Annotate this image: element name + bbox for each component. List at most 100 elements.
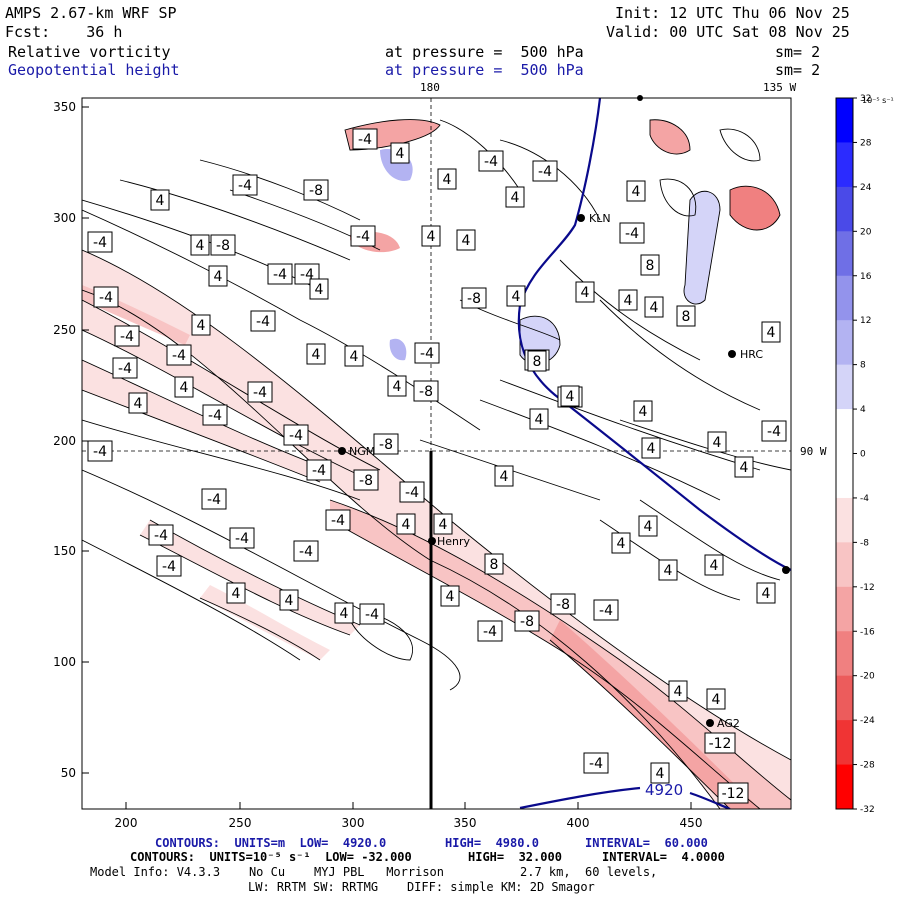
contour-label-box — [267, 263, 293, 285]
contour-label-box — [440, 585, 460, 607]
contour-label-box — [201, 488, 227, 510]
contour-label-box — [191, 314, 211, 336]
contour-label-box — [150, 189, 170, 211]
contour-label: -4 — [365, 607, 379, 623]
field2-smoothing: sm= 2 — [775, 61, 821, 79]
colorbar-tick-label: 8 — [860, 361, 866, 371]
footer-height-interval: INTERVAL= 60.000 — [585, 836, 708, 850]
contour-label-box — [396, 513, 416, 535]
y-tick-label: 350 — [53, 100, 76, 114]
contour-label-box — [114, 325, 140, 347]
contour-label: 4 — [650, 300, 659, 316]
contour-label: 8 — [682, 309, 691, 325]
colorbar-segment — [836, 720, 853, 766]
contour-label-box — [717, 782, 749, 804]
contour-label-box — [156, 555, 182, 577]
contour-label-box — [229, 527, 255, 549]
vorticity-shading — [82, 119, 791, 809]
contour-label-box — [761, 321, 781, 343]
forecast-hour: Fcst: 36 h — [5, 23, 123, 41]
colorbar-segment — [836, 320, 853, 366]
contour-label: -4 — [538, 164, 552, 180]
contour-label: 4 — [446, 589, 455, 605]
contour-label-box — [325, 509, 351, 531]
x-tick-label: 450 — [680, 816, 703, 830]
contour-label: -4 — [405, 485, 419, 501]
contour-label-box — [560, 385, 580, 407]
colorbar-tick-label: -24 — [860, 716, 875, 726]
contour-label: -4 — [256, 314, 270, 330]
contour-label: 8 — [533, 354, 542, 370]
colorbar-segment — [836, 142, 853, 188]
contour-label-box — [461, 287, 487, 309]
contour-label: -4 — [273, 267, 287, 283]
contour-label-box — [128, 392, 148, 414]
y-tick-label: 250 — [53, 323, 76, 337]
contour-label: -4 — [358, 132, 372, 148]
station-marker-henry[interactable] — [428, 537, 436, 545]
contour-label-box — [390, 142, 410, 164]
contour-label: 4 — [710, 558, 719, 574]
contour-label-box — [210, 234, 236, 256]
contour-label-box — [734, 456, 754, 478]
x-tick-label: 250 — [229, 816, 252, 830]
footer-physics: LW: RRTM SW: RRTMG DIFF: simple KM: 2D S… — [248, 880, 595, 894]
contour-label: 4 — [644, 519, 653, 535]
contour-label: 4 — [156, 193, 165, 209]
contour-label: 4 — [350, 349, 359, 365]
contour-label: -4 — [207, 492, 221, 508]
contour-label: 4 — [393, 379, 402, 395]
boundary-marker — [782, 566, 790, 574]
contour-label-box — [650, 762, 670, 784]
colorbar-segment — [836, 453, 853, 499]
contour-label: -4 — [238, 178, 252, 194]
field2-level: at pressure = 500 hPa — [385, 61, 584, 79]
contour-label-box — [456, 229, 476, 251]
contour-label: -4 — [93, 444, 107, 460]
contour-label-box — [414, 342, 440, 364]
contour-label-box — [676, 305, 696, 327]
station-label-ag2: AG2 — [717, 717, 740, 730]
colorbar-tick-label: 28 — [860, 138, 872, 148]
station-marker-ngm[interactable] — [338, 447, 346, 455]
footer-height-high: HIGH= 4980.0 — [445, 836, 539, 850]
contour-label: 4 — [656, 766, 665, 782]
station-marker-hrc[interactable] — [728, 350, 736, 358]
contour-label: 4 — [762, 586, 771, 602]
station-marker-kln[interactable] — [577, 214, 585, 222]
colorbar-segment — [836, 98, 853, 143]
model-title: AMPS 2.67-km WRF SP — [5, 4, 177, 22]
field1-level: at pressure = 500 hPa — [385, 43, 584, 61]
contour-label-box — [529, 408, 549, 430]
contour-label-box — [413, 380, 439, 402]
colorbar-segment — [836, 409, 853, 454]
contour-label-box — [306, 459, 332, 481]
contour-label-box — [514, 610, 540, 632]
contour-label: 4 — [439, 517, 448, 533]
contour-label: -4 — [331, 513, 345, 529]
contour-label-box — [352, 128, 378, 150]
footer-vort-high: HIGH= 32.000 — [468, 850, 562, 864]
contour-label-box — [387, 375, 407, 397]
station-marker-ag2[interactable] — [706, 719, 714, 727]
contour-label: -4 — [120, 329, 134, 345]
colorbar-segment — [836, 542, 853, 588]
footer-resolution: 2.7 km, 60 levels, — [520, 865, 658, 879]
y-tick-label: 300 — [53, 211, 76, 225]
contour-label-box — [478, 150, 504, 172]
contour-label: 8 — [490, 557, 499, 573]
contour-label: 4 — [639, 404, 648, 420]
contour-label: -4 — [625, 226, 639, 242]
y-tick-label: 150 — [53, 544, 76, 558]
contour-label: 4 — [402, 517, 411, 533]
colorbar-segment — [836, 231, 853, 277]
contour-label-box — [359, 603, 385, 625]
colorbar-tick-label: 16 — [860, 272, 872, 282]
contour-label-box — [619, 222, 645, 244]
contour-label-box — [626, 180, 646, 202]
colorbar-tick-label: -4 — [860, 494, 869, 504]
contour-label-box — [190, 234, 210, 256]
contour-label: -4 — [484, 154, 498, 170]
contour-label: 4 — [674, 684, 683, 700]
contour-label: 4 — [566, 389, 575, 405]
